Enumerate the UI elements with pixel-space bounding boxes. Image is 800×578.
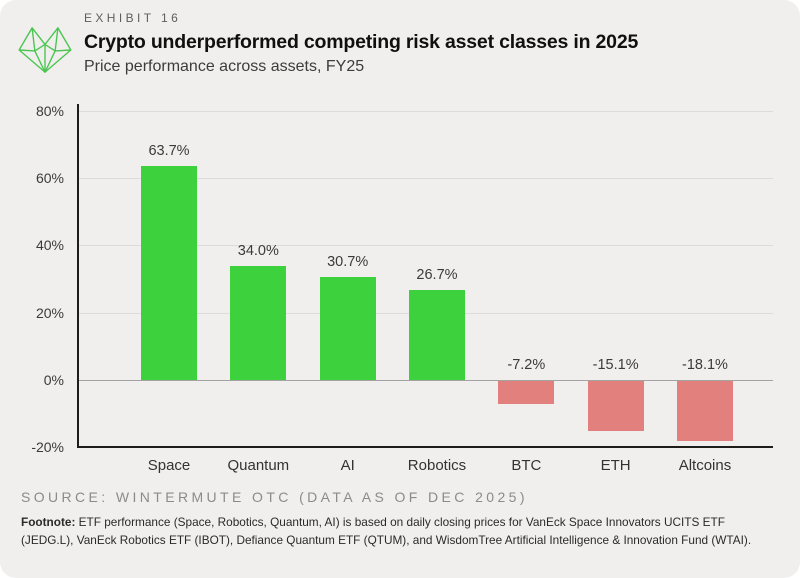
category-label-quantum: Quantum bbox=[227, 457, 290, 474]
bar-btc bbox=[498, 380, 555, 404]
bar-value-label: 63.7% bbox=[148, 142, 190, 159]
gridline bbox=[77, 178, 773, 180]
category-label-altcoins: Altcoins bbox=[678, 457, 732, 474]
source-line: SOURCE: WINTERMUTE OTC (DATA AS OF DEC 2… bbox=[21, 489, 528, 505]
bar-robotics bbox=[408, 290, 465, 380]
y-tick-label: 40% bbox=[35, 237, 64, 254]
y-axis-line bbox=[77, 104, 79, 447]
bar-value-label: 26.7% bbox=[416, 267, 458, 284]
bar-altcoins bbox=[676, 380, 733, 441]
chart-subtitle: Price performance across assets, FY25 bbox=[84, 58, 365, 75]
zero-gridline bbox=[77, 379, 773, 381]
footnote: Footnote: ETF performance (Space, Roboti… bbox=[21, 514, 778, 549]
x-axis-line bbox=[77, 445, 773, 448]
bar-eth bbox=[587, 380, 644, 431]
bar-quantum bbox=[230, 265, 287, 380]
category-label-eth: ETH bbox=[600, 457, 631, 474]
y-tick-label: 20% bbox=[35, 304, 64, 321]
category-label-space: Space bbox=[147, 457, 191, 474]
wintermute-logo-icon bbox=[18, 27, 72, 73]
footnote-text: ETF performance (Space, Robotics, Quantu… bbox=[21, 515, 752, 547]
plot-area: 63.7% 34.0% 30.7% 26.7% -7.2% -15.1% -18.1% bbox=[77, 104, 773, 448]
bar-value-label: 30.7% bbox=[327, 253, 369, 270]
category-label-robotics: Robotics bbox=[407, 457, 467, 474]
bar-value-label: -18.1% bbox=[681, 356, 728, 373]
bar-space bbox=[141, 165, 197, 380]
y-axis-labels: 80% 60% 40% 20% 0% -20% bbox=[0, 103, 64, 455]
bar-value-label: 34.0% bbox=[237, 242, 279, 259]
category-label-btc: BTC bbox=[511, 457, 542, 474]
y-tick-label: 80% bbox=[35, 103, 64, 119]
exhibit-label: EXHIBIT 16 bbox=[84, 11, 182, 25]
bar-value-label: -15.1% bbox=[592, 356, 639, 373]
bar-ai bbox=[319, 276, 376, 380]
y-tick-label: 0% bbox=[43, 371, 64, 388]
category-label-ai: AI bbox=[340, 457, 355, 474]
gridline bbox=[77, 245, 773, 247]
chart-title: Crypto underperformed competing risk ass… bbox=[84, 31, 639, 53]
y-tick-label: -20% bbox=[31, 439, 64, 455]
y-tick-label: 60% bbox=[35, 170, 64, 187]
x-axis-labels: Space Quantum AI Robotics BTC ETH Altcoins bbox=[77, 457, 773, 479]
bar-value-label: -7.2% bbox=[507, 356, 546, 373]
footnote-label: Footnote: bbox=[21, 515, 76, 529]
gridline bbox=[77, 111, 773, 112]
